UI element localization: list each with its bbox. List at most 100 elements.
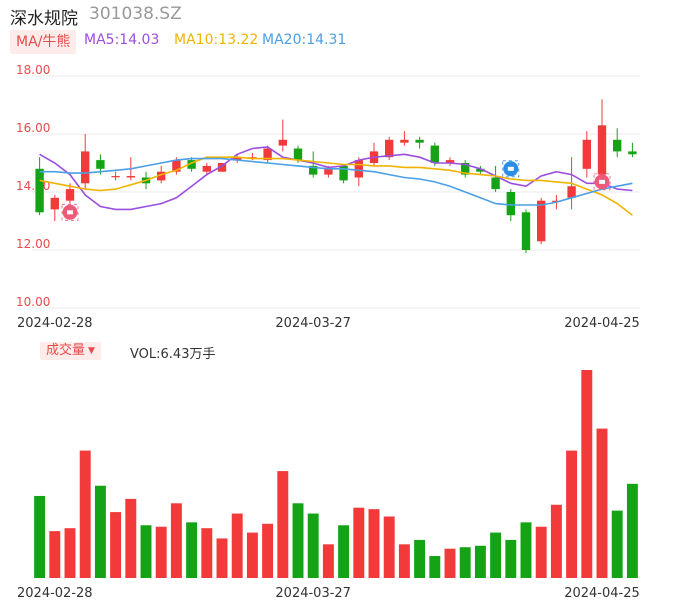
bull-signal-icon-2-glyph	[599, 179, 605, 184]
candle-body	[202, 165, 211, 172]
volume-bar	[505, 539, 517, 578]
volume-bar	[322, 544, 334, 578]
candle-body	[35, 168, 44, 213]
candle-body	[81, 151, 90, 184]
volume-bar	[140, 525, 152, 578]
volume-bar	[216, 538, 228, 578]
volume-bar	[307, 513, 319, 578]
volume-bar	[414, 539, 426, 578]
bull-signal-icon-2	[593, 173, 611, 191]
volume-readout: VOL:6.43万手	[130, 347, 216, 362]
ma10-line	[39, 156, 633, 216]
candle-body	[65, 189, 75, 201]
volume-bar	[566, 450, 578, 578]
candle-body	[597, 125, 607, 175]
candle-body	[278, 139, 287, 146]
candle-body	[96, 160, 105, 169]
volume-bar	[79, 450, 91, 578]
candle-body	[172, 160, 181, 172]
volume-bar	[535, 526, 547, 578]
volume-bar	[520, 522, 532, 578]
candle-body	[476, 168, 485, 172]
candle-body	[491, 177, 500, 190]
volume-bar	[277, 471, 289, 578]
price-date-label: 2024-04-25	[564, 316, 640, 331]
candle-body	[339, 165, 348, 181]
ma10-value: MA10:13.22	[174, 32, 259, 48]
price-date-label: 2024-02-28	[17, 316, 93, 331]
volume-date-label: 2024-04-25	[564, 586, 640, 601]
volume-bar	[170, 503, 182, 578]
candle-body	[111, 176, 120, 178]
ma20-line	[39, 157, 633, 206]
volume-bar	[64, 528, 76, 578]
candle-body	[415, 139, 424, 143]
volume-bar	[474, 545, 486, 578]
volume-bar	[49, 531, 61, 578]
volume-bar	[125, 498, 137, 578]
candle-body	[157, 171, 166, 181]
price-tick-label: 18.00	[16, 63, 50, 77]
volume-bar	[34, 495, 46, 578]
volume-bar	[596, 428, 608, 578]
caret-down-icon: ▼	[88, 346, 95, 356]
ma5-line	[39, 146, 633, 211]
candle-body	[567, 186, 576, 198]
stock-code: 301038.SZ	[89, 4, 182, 24]
volume-bar	[398, 544, 410, 578]
date-axis-price: 2024-02-28 2024-03-27 2024-04-25	[17, 316, 640, 331]
candle-body	[461, 163, 470, 175]
volume-bar	[186, 522, 198, 578]
volume-indicator-tab[interactable]: 成交量 ▼	[40, 342, 101, 360]
bull-signal-icon-2-frame	[593, 173, 611, 191]
candle-body	[263, 148, 272, 161]
candle-body	[582, 139, 591, 169]
candle-body	[400, 139, 409, 143]
ma5-value: MA5:14.03	[84, 32, 160, 48]
volume-bar	[581, 370, 593, 578]
price-gridlines	[32, 75, 640, 309]
volume-bar	[490, 532, 502, 578]
bear-signal-icon	[502, 160, 520, 178]
volume-bar	[368, 509, 380, 578]
candle-body	[430, 145, 439, 163]
price-tick-label: 16.00	[16, 121, 50, 135]
volume-bars	[34, 370, 638, 578]
volume-bar	[444, 548, 456, 578]
volume-bar	[262, 523, 274, 578]
signal-markers	[61, 160, 611, 221]
bull-signal-icon-glyph	[67, 210, 73, 215]
candle-body	[187, 160, 196, 169]
volume-bar	[429, 556, 441, 578]
candle-body	[354, 160, 363, 178]
volume-date-label: 2024-02-28	[17, 586, 93, 601]
volume-bar	[550, 504, 562, 578]
candle-body	[233, 157, 242, 161]
volume-bar	[94, 485, 106, 578]
candle-body	[537, 200, 546, 242]
bull-signal-icon	[61, 203, 79, 221]
bear-signal-icon-glyph	[507, 166, 514, 171]
moving-average-lines	[39, 146, 633, 216]
volume-date-label: 2024-03-27	[275, 586, 351, 601]
volume-bar	[459, 547, 471, 578]
price-tick-label: 12.00	[16, 237, 50, 251]
candle-body	[324, 168, 333, 175]
candle-body	[217, 163, 227, 172]
price-date-label: 2024-03-27	[275, 316, 351, 331]
volume-bar	[611, 510, 623, 578]
candle-body	[521, 212, 531, 250]
candle-body	[309, 165, 318, 175]
candlesticks	[35, 99, 637, 253]
volume-bar	[383, 516, 395, 578]
stock-name: 深水规院	[10, 9, 78, 29]
ma-indicator-tab[interactable]: MA/牛熊	[10, 30, 77, 54]
candle-body	[628, 151, 637, 155]
candle-body	[506, 192, 515, 216]
ma20-value: MA20:14.31	[262, 32, 347, 48]
volume-bar	[110, 512, 122, 578]
volume-bar	[201, 528, 213, 578]
price-tick-label: 10.00	[16, 295, 50, 309]
